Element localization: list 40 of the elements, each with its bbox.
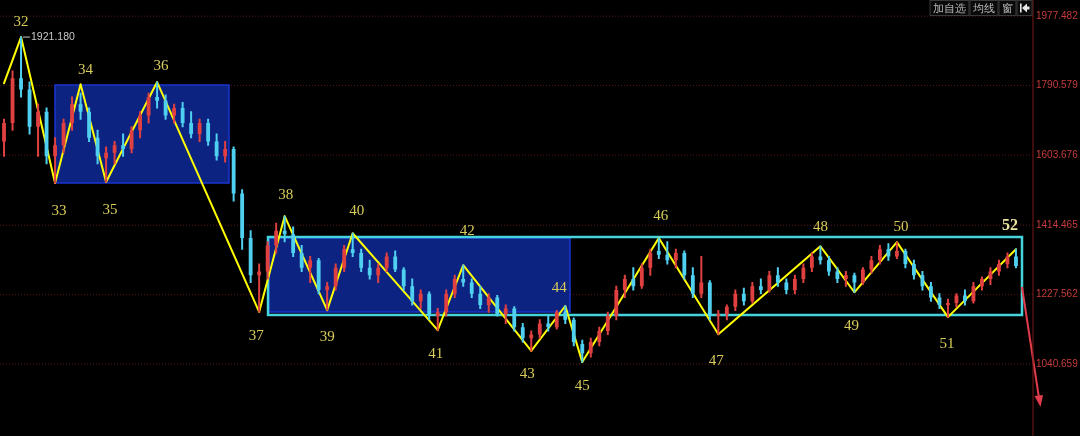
annotation: 52 bbox=[1001, 216, 1018, 234]
annotation: 48 bbox=[812, 218, 828, 235]
candlestick bbox=[716, 309, 721, 335]
candlestick bbox=[325, 282, 330, 311]
annotation: 窗 bbox=[1002, 2, 1013, 15]
candlestick bbox=[435, 308, 440, 331]
annotation: 46 bbox=[653, 207, 669, 224]
annotation: 50 bbox=[893, 218, 909, 235]
annotation: 32 bbox=[13, 13, 29, 30]
text: 1921.180 bbox=[31, 29, 75, 42]
annotation: 41 bbox=[428, 345, 444, 362]
y-tick-label: 1977.482 bbox=[1036, 9, 1079, 21]
y-tick-label: 1040.659 bbox=[1036, 357, 1079, 369]
button: 均线 bbox=[969, 0, 999, 16]
y-tick-label: 1227.562 bbox=[1036, 288, 1079, 300]
candlestick bbox=[257, 263, 262, 313]
annotation: 45 bbox=[574, 377, 590, 394]
annotation: 40 bbox=[349, 202, 365, 219]
annotation: 38 bbox=[278, 186, 294, 203]
candlestick bbox=[946, 298, 950, 318]
annotation: 34 bbox=[78, 61, 94, 78]
annotation: 37 bbox=[248, 326, 265, 343]
button: 加自选 bbox=[929, 0, 970, 16]
annotation: 36 bbox=[153, 57, 170, 74]
annotation: 49 bbox=[843, 317, 859, 334]
annotation: 35 bbox=[102, 200, 118, 217]
annotation: 51 bbox=[939, 335, 955, 352]
annotation: 33 bbox=[51, 202, 67, 219]
annotation: 39 bbox=[319, 328, 335, 345]
annotation: 加自选 bbox=[933, 2, 966, 15]
y-tick-label: 1603.676 bbox=[1036, 148, 1079, 160]
annotation: 43 bbox=[519, 364, 535, 381]
candlestick bbox=[155, 81, 160, 109]
y-tick-label: 1790.579 bbox=[1036, 79, 1079, 91]
button: 窗 bbox=[998, 0, 1017, 16]
annotation: 47 bbox=[708, 352, 725, 369]
annotation: 44 bbox=[551, 279, 568, 296]
annotation: 42 bbox=[459, 222, 475, 239]
annotation: 均线 bbox=[972, 2, 995, 15]
y-tick-label: 1414.465 bbox=[1036, 218, 1079, 230]
